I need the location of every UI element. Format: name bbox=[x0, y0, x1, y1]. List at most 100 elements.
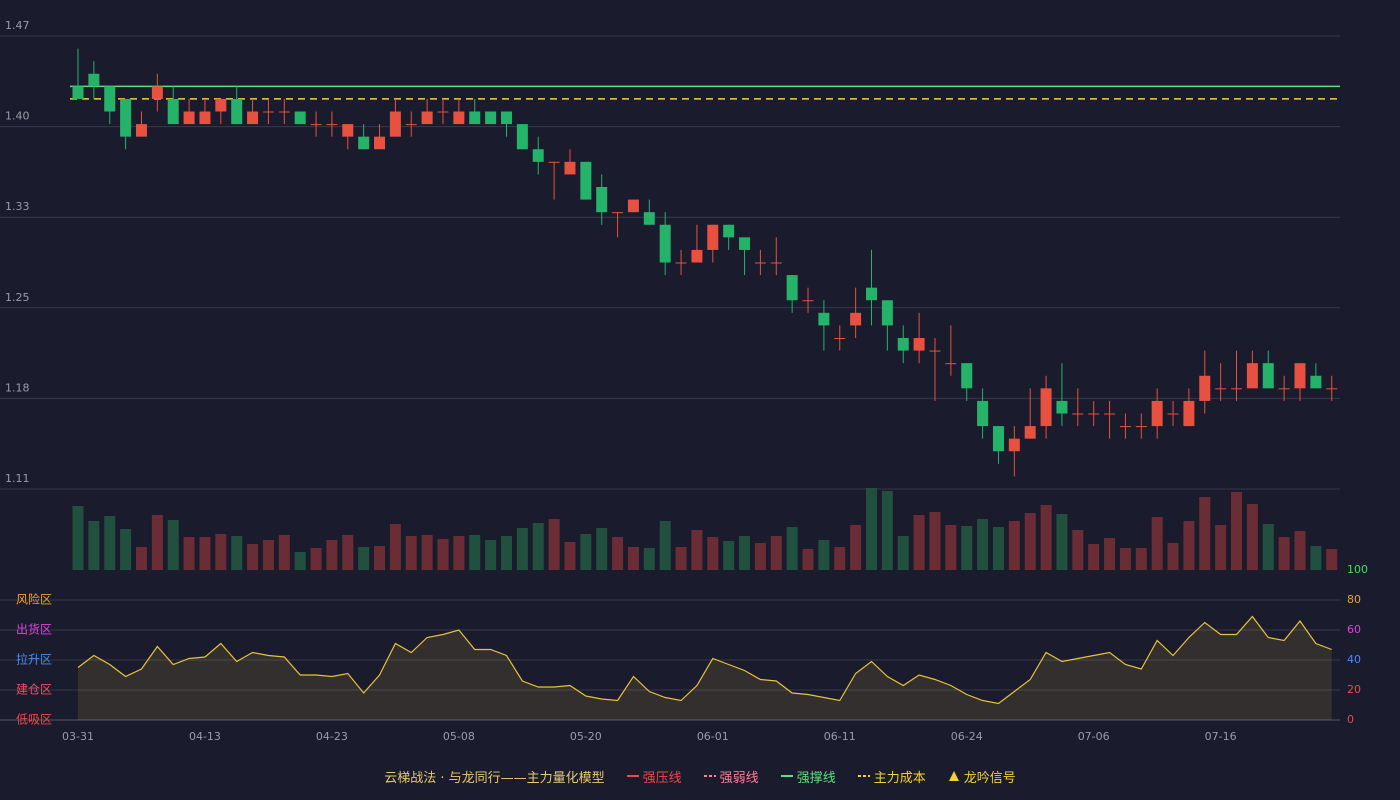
volume-bar bbox=[1040, 505, 1052, 570]
candle-body bbox=[1119, 426, 1131, 428]
candle-body bbox=[992, 426, 1004, 452]
candle-body bbox=[913, 338, 925, 351]
candle-body bbox=[818, 312, 830, 326]
candle-body bbox=[1056, 400, 1068, 414]
volume-bar bbox=[754, 543, 766, 570]
candle-body bbox=[770, 262, 782, 264]
candle-body bbox=[294, 111, 306, 125]
candle-body bbox=[342, 124, 354, 137]
indicator-area bbox=[78, 616, 1332, 720]
candle-body bbox=[1231, 388, 1243, 390]
candle-body bbox=[945, 363, 957, 365]
volume-bar bbox=[453, 536, 465, 570]
candle-body bbox=[231, 98, 243, 125]
y-tick-label: 1.47 bbox=[5, 19, 30, 32]
volume-bar bbox=[770, 536, 782, 570]
candle-body bbox=[548, 161, 560, 163]
volume-bar bbox=[1246, 504, 1258, 570]
legend-triangle bbox=[948, 771, 959, 781]
candle-body bbox=[151, 86, 163, 99]
candle-body bbox=[691, 249, 703, 263]
volume-bar bbox=[961, 526, 973, 570]
volume-bar bbox=[818, 540, 830, 570]
candle-body bbox=[1088, 413, 1100, 415]
candle-body bbox=[897, 338, 909, 351]
candle-body bbox=[643, 212, 655, 225]
volume-bar bbox=[1310, 546, 1322, 570]
candle-body bbox=[1183, 400, 1195, 427]
candle-body bbox=[627, 199, 639, 213]
volume-bar bbox=[612, 537, 624, 570]
legend-item: 强弱线 bbox=[703, 767, 759, 786]
volume-bar bbox=[231, 536, 243, 570]
zone-label: 拉升区 bbox=[16, 652, 52, 667]
volume-bar bbox=[310, 548, 322, 570]
indicator-y-tick-label: 100 bbox=[1347, 563, 1368, 576]
x-tick-label: 06-01 bbox=[697, 730, 729, 743]
volume-bar bbox=[1199, 497, 1211, 570]
volume-bar bbox=[1326, 549, 1338, 570]
zone-label: 低吸区 bbox=[16, 713, 52, 727]
candle-body bbox=[612, 212, 624, 214]
volume-bar bbox=[1262, 524, 1274, 570]
x-tick-label: 05-08 bbox=[443, 730, 475, 743]
x-tick-label: 03-31 bbox=[62, 730, 94, 743]
volume-bar bbox=[596, 528, 608, 570]
volume-bar bbox=[247, 544, 259, 570]
volume-bar bbox=[500, 536, 512, 570]
zone-label: 风险区 bbox=[16, 592, 52, 607]
legend-text: 云梯战法 · 与龙同行——主力量化模型 bbox=[384, 770, 605, 786]
volume-bar bbox=[88, 521, 100, 570]
candle-body bbox=[881, 300, 893, 326]
candle-body bbox=[183, 111, 195, 125]
volume-bar bbox=[326, 540, 338, 570]
x-tick-label: 07-16 bbox=[1205, 730, 1237, 743]
volume-bar bbox=[262, 540, 274, 570]
legend-item: 强撑线 bbox=[780, 767, 836, 786]
volume-bar bbox=[1151, 517, 1163, 570]
volume-bar bbox=[1104, 538, 1116, 570]
volume-bar bbox=[627, 547, 639, 570]
volume-bar bbox=[564, 542, 576, 570]
volume-bar bbox=[421, 535, 433, 570]
candle-body bbox=[278, 111, 290, 113]
legend-item: 主力成本 bbox=[857, 767, 926, 786]
candle-body bbox=[72, 86, 84, 99]
candle-body bbox=[516, 124, 528, 150]
candle-body bbox=[1199, 375, 1211, 401]
candle-body bbox=[247, 111, 259, 125]
volume-bar bbox=[1056, 514, 1068, 570]
y-tick-label: 1.11 bbox=[5, 472, 30, 485]
volume-bar bbox=[834, 547, 846, 570]
legend-text: 龙吟信号 bbox=[963, 770, 1016, 786]
candle-body bbox=[977, 400, 989, 427]
volume-bar bbox=[294, 552, 306, 570]
candle-body bbox=[1278, 388, 1290, 390]
candle-body bbox=[1151, 400, 1163, 427]
volume-bar bbox=[675, 547, 687, 570]
candle-body bbox=[405, 124, 417, 126]
volume-bar bbox=[1024, 513, 1036, 570]
candle-body bbox=[1246, 363, 1258, 389]
volume-bar bbox=[643, 548, 655, 570]
candle-body bbox=[754, 262, 766, 264]
volume-bar bbox=[167, 520, 179, 570]
volume-bar bbox=[897, 536, 909, 570]
candle-body bbox=[580, 161, 592, 200]
candle-body bbox=[1167, 413, 1179, 415]
candle-body bbox=[437, 111, 449, 113]
volume-bar bbox=[1278, 537, 1290, 570]
candle-body bbox=[929, 350, 941, 352]
candle-body bbox=[866, 287, 877, 301]
volume-bar bbox=[135, 547, 147, 570]
candle-body bbox=[659, 224, 671, 263]
candle-body bbox=[675, 262, 687, 264]
candle-body bbox=[1310, 375, 1322, 389]
volume-bar bbox=[278, 535, 290, 570]
x-tick-label: 06-24 bbox=[951, 730, 983, 743]
candle-body bbox=[1008, 438, 1020, 452]
volume-bar bbox=[516, 528, 528, 570]
volume-bar bbox=[151, 515, 163, 570]
legend-title: 云梯战法 · 与龙同行——主力量化模型 bbox=[384, 767, 604, 786]
